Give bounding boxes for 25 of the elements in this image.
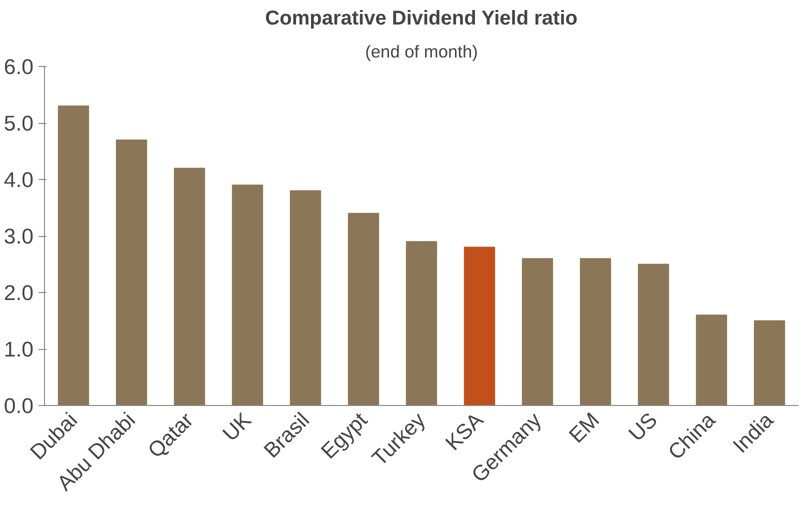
- bar: [232, 184, 264, 406]
- y-tick-label: 5.0: [4, 112, 34, 136]
- chart-subtitle: (end of month): [365, 42, 478, 62]
- bar: [696, 314, 728, 406]
- y-tick-label: 1.0: [4, 338, 34, 362]
- x-tick-label: EM: [564, 408, 604, 448]
- bar: [174, 168, 206, 406]
- bar: [58, 106, 90, 406]
- bar: [464, 246, 496, 406]
- bar: [580, 258, 612, 406]
- bar: [638, 264, 670, 406]
- y-tick-label: 2.0: [4, 281, 34, 305]
- bar: [116, 139, 148, 406]
- bar: [754, 320, 786, 406]
- chart-title: Comparative Dividend Yield ratio: [265, 8, 578, 30]
- x-tick-label: UK: [218, 408, 256, 446]
- y-tick-label: 3.0: [4, 224, 34, 248]
- bar: [290, 190, 322, 406]
- bar: [522, 258, 554, 406]
- y-tick-label: 6.0: [4, 55, 34, 79]
- y-tick-label: 4.0: [4, 168, 34, 192]
- y-tick-label: 0.0: [4, 394, 34, 418]
- x-tick-label: US: [624, 408, 662, 446]
- bar: [406, 241, 438, 406]
- bar: [348, 212, 380, 406]
